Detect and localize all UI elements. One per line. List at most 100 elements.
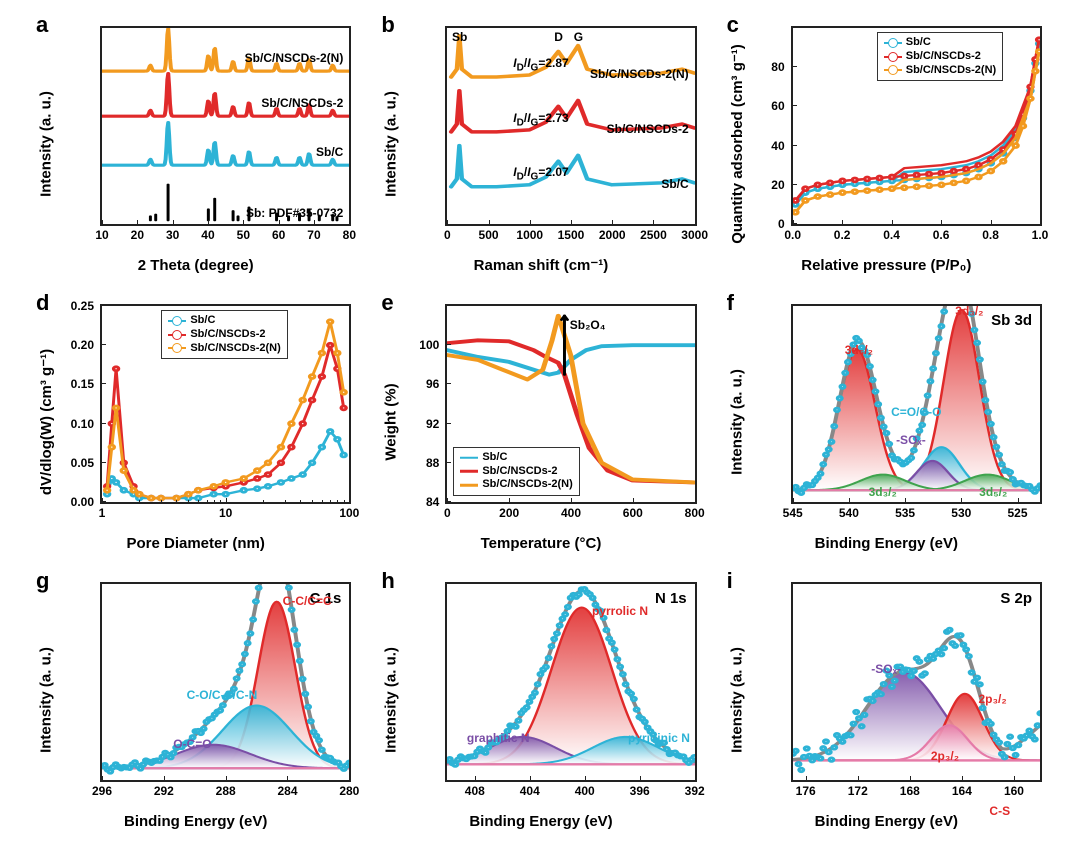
y-tick-mark: [791, 145, 797, 146]
x-label: 2 Theta (degree): [138, 257, 254, 274]
x-label: Pore Diameter (nm): [126, 535, 264, 552]
x-tick-mark: [530, 776, 531, 782]
panel-letter: f: [727, 290, 734, 316]
legend-label: Sb/C: [190, 314, 215, 328]
peak-label: 3d₃/₂: [955, 304, 983, 318]
legend-label: Sb/C/NSCDs-2: [190, 328, 265, 342]
trace-label: Sb/C/NSCDs-2: [607, 122, 689, 136]
peak-label: 3d₃/₂: [869, 485, 897, 499]
legend-marker: [168, 316, 186, 326]
x-tick-mark: [314, 220, 315, 226]
x-tick: 0.2: [834, 228, 851, 242]
peak-label: O-C=O: [173, 737, 211, 751]
x-tick-mark: [447, 220, 448, 226]
y-tick-mark: [100, 383, 106, 384]
x-tick-mark: [695, 498, 696, 504]
y-tick-mark: [791, 66, 797, 67]
y-label: Intensity (a. u.): [38, 91, 55, 197]
panel-letter: h: [381, 568, 394, 594]
x-tick-mark: [349, 220, 350, 226]
legend-row: Sb/C: [460, 451, 572, 465]
y-tick-mark: [445, 462, 451, 463]
x-tick: 1000: [516, 228, 543, 242]
y-label: Intensity (a. u.): [728, 647, 745, 753]
y-tick: 96: [426, 377, 439, 391]
x-tick: 70: [307, 228, 320, 242]
x-tick-mark: [287, 776, 288, 782]
legend-label: Sb/C: [482, 451, 507, 465]
peak-label: 3d₅/₂: [845, 343, 873, 357]
y-tick: 0: [778, 217, 785, 231]
y-tick-mark: [100, 501, 106, 502]
x-tick-mark: [633, 498, 634, 504]
x-minor: [198, 500, 199, 504]
legend-label: Sb/C/NSCDs-2: [482, 465, 557, 479]
legend-row: Sb/C/NSCDs-2(N): [460, 478, 572, 492]
x-minor: [220, 500, 221, 504]
x-tick: 540: [839, 506, 859, 520]
legend-marker: [460, 480, 478, 490]
x-tick-mark: [489, 220, 490, 226]
annotation: Sb₂O₄: [570, 318, 606, 332]
x-tick: 60: [272, 228, 285, 242]
x-tick: 20: [131, 228, 144, 242]
x-label: Binding Energy (eV): [124, 813, 267, 830]
y-tick: 40: [771, 139, 784, 153]
x-tick: 164: [952, 784, 972, 798]
x-tick-mark: [806, 776, 807, 782]
x-tick: 1: [99, 506, 106, 520]
x-tick: 284: [277, 784, 297, 798]
x-tick-mark: [905, 498, 906, 504]
y-tick: 0.10: [71, 417, 94, 431]
legend-row: Sb/C/NSCDs-2: [168, 328, 280, 342]
y-tick: 0.15: [71, 377, 94, 391]
panel-f: f545540535530525Sb 3d3d₅/₂3d₃/₂C=O/C-O-S…: [721, 290, 1052, 554]
legend-marker: [168, 330, 186, 340]
y-tick-mark: [791, 105, 797, 106]
x-tick-mark: [243, 220, 244, 226]
peak-label: pyrrolic N: [592, 604, 648, 618]
legend-marker: [460, 466, 478, 476]
legend-label: Sb/C: [906, 36, 931, 50]
x-tick: 40: [201, 228, 214, 242]
panel-b: b050010001500200025003000SbDGID/IG=2.87S…: [375, 12, 706, 276]
x-tick: 535: [895, 506, 915, 520]
x-tick-mark: [226, 776, 227, 782]
panel-letter: b: [381, 12, 394, 38]
x-tick-mark: [571, 498, 572, 504]
y-tick: 0.25: [71, 299, 94, 313]
x-tick-mark: [962, 776, 963, 782]
peak-label: -SOₓ-: [896, 433, 926, 447]
x-minor: [344, 500, 345, 504]
trace-label: Sb/C: [316, 145, 343, 159]
x-minor: [207, 500, 208, 504]
x-tick: 404: [520, 784, 540, 798]
x-minor: [322, 500, 323, 504]
x-tick-mark: [349, 776, 350, 782]
x-tick-mark: [1018, 498, 1019, 504]
x-minor: [300, 500, 301, 504]
x-tick-mark: [941, 220, 942, 226]
x-tick-mark: [509, 498, 510, 504]
x-tick-mark: [571, 220, 572, 226]
x-label: Raman shift (cm⁻¹): [474, 256, 609, 274]
panel-a: a1020304050607080Sb: PDF#35-0732Sb/C/NSC…: [30, 12, 361, 276]
peak-label: graphitic N: [467, 731, 530, 745]
panel-c: c0.00.20.40.60.81.0020406080Sb/CSb/C/NSC…: [721, 12, 1052, 276]
legend-row: Sb/C/NSCDs-2: [884, 50, 996, 64]
x-tick: 200: [499, 506, 519, 520]
x-minor: [312, 500, 313, 504]
x-tick: 400: [561, 506, 581, 520]
x-tick: 545: [783, 506, 803, 520]
trace-label: Sb/C/NSCDs-2(N): [590, 67, 689, 81]
x-tick: 80: [343, 228, 356, 242]
y-tick: 60: [771, 99, 784, 113]
x-tick: 168: [900, 784, 920, 798]
x-tick-mark: [349, 498, 350, 504]
x-tick-mark: [173, 220, 174, 226]
x-tick-mark: [530, 220, 531, 226]
x-tick: 288: [216, 784, 236, 798]
x-tick-mark: [164, 776, 165, 782]
x-tick-mark: [102, 220, 103, 226]
id-ig-annot: ID/IG=2.73: [513, 111, 568, 128]
